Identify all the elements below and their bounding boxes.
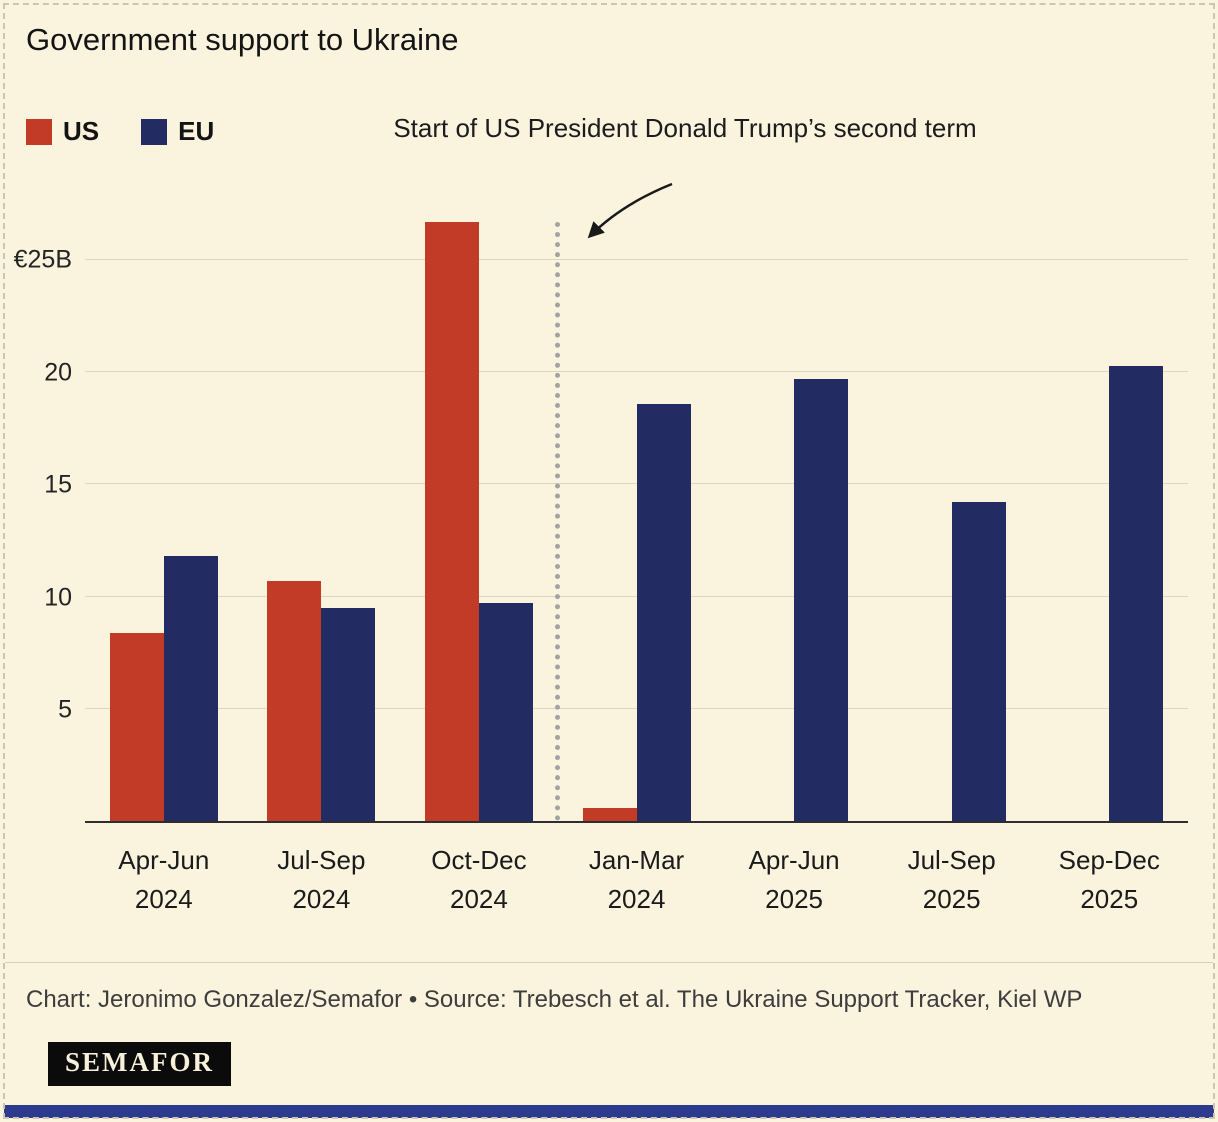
x-axis-label-jan-mar-2024: Jan-Mar 2024 — [588, 845, 685, 914]
us-legend-swatch — [26, 118, 52, 145]
x-axis-label-oct-dec-2024: Oct-Dec 2024 — [431, 845, 527, 914]
annotation-arrow-icon — [587, 182, 673, 239]
bar-eu-sep-dec-2025 — [1109, 365, 1164, 821]
bottom-accent-strip — [4, 1105, 1214, 1118]
x-axis-label-jul-sep-2024: Jul-Sep 2024 — [277, 845, 366, 914]
eu-legend-swatch — [141, 118, 168, 145]
x-axis: Apr-Jun 2024 Jul-Sep 2024 Oct-Dec 2024 Jan-Mar… — [85, 841, 1188, 919]
bar-group-apr-jun-2025 — [715, 222, 873, 821]
bar-eu-apr-jun-2024 — [163, 556, 218, 821]
bar-eu-oct-dec-2024 — [478, 603, 533, 821]
bar-groups — [85, 222, 1188, 821]
bar-eu-jul-sep-2025 — [951, 502, 1006, 821]
chart-legend: US EU — [26, 116, 214, 147]
y-tick-label-10: 10 — [44, 583, 72, 612]
bar-group-apr-jun-2024 — [85, 222, 243, 821]
y-tick-label-5: 5 — [58, 695, 72, 724]
y-tick-label-25: €25B — [13, 245, 72, 274]
gridline-5 — [85, 707, 1188, 709]
semafor-logo: SEMAFOR — [48, 1042, 231, 1086]
gridline-25 — [85, 259, 1188, 261]
bar-us-oct-dec-2024 — [424, 222, 479, 821]
x-axis-label-apr-jun-2025: Apr-Jun 2025 — [748, 845, 840, 914]
bar-us-apr-jun-2024 — [109, 632, 164, 821]
legend-label-eu: EU — [178, 116, 215, 146]
x-axis-label-apr-jun-2024: Apr-Jun 2024 — [118, 845, 210, 914]
chart-credit: Chart: Jeronimo Gonzalez/Semafor • Sourc… — [26, 986, 1083, 1013]
bar-group-oct-dec-2024 — [400, 222, 558, 821]
gridline-15 — [85, 483, 1188, 485]
y-axis: €25B 20 15 10 5 — [0, 222, 76, 823]
legend-item-eu: EU — [141, 116, 214, 147]
plot-area — [85, 222, 1188, 823]
bar-group-jul-sep-2024 — [243, 222, 401, 821]
gridline-20 — [85, 371, 1188, 373]
bar-group-jul-sep-2025 — [873, 222, 1031, 821]
legend-item-us: US — [26, 116, 99, 147]
y-tick-label-15: 15 — [44, 470, 72, 499]
bar-group-jan-mar-2024 — [558, 222, 716, 821]
trump-term-separator-line — [554, 222, 560, 821]
gridline-10 — [85, 595, 1188, 597]
bar-eu-jul-sep-2024 — [321, 607, 376, 821]
bar-eu-jan-mar-2024 — [636, 403, 691, 821]
legend-label-us: US — [63, 116, 100, 146]
bar-eu-apr-jun-2025 — [794, 379, 849, 821]
bar-us-jan-mar-2024 — [582, 807, 637, 821]
y-tick-label-20: 20 — [44, 358, 72, 387]
x-axis-label-jul-sep-2025: Jul-Sep 2025 — [907, 845, 996, 914]
bar-us-jul-sep-2024 — [267, 580, 322, 821]
x-axis-label-sep-dec-2025: Sep-Dec 2025 — [1058, 845, 1160, 914]
page-title: Government support to Ukraine — [26, 22, 459, 57]
bar-group-sep-dec-2025 — [1030, 222, 1188, 821]
trump-term-annotation: Start of US President Donald Trump’s sec… — [393, 113, 977, 143]
footer-divider — [5, 962, 1213, 963]
